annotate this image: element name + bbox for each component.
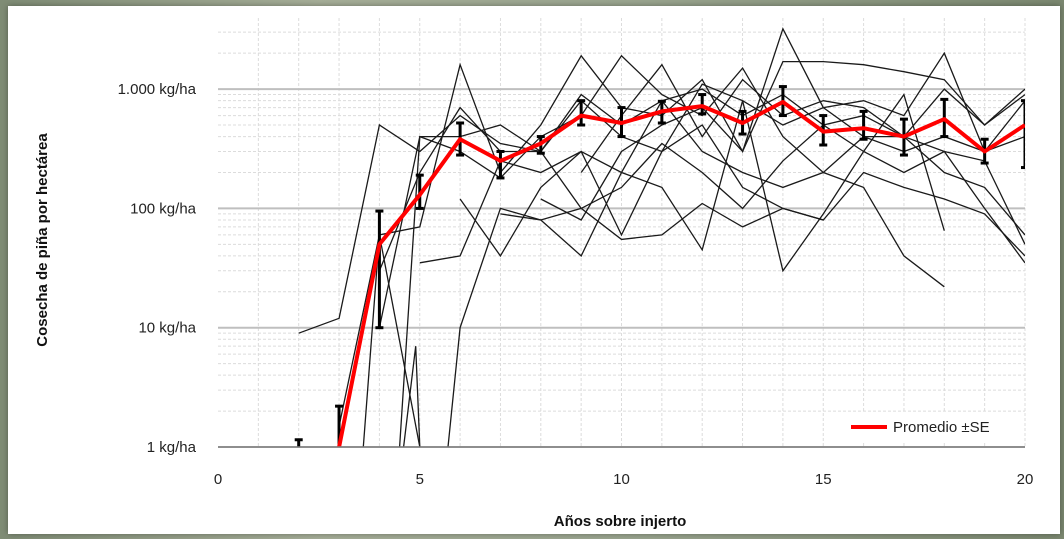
individual-series-line — [540, 60, 1025, 221]
x-tick-labels: 0 5 10 15 20 — [214, 471, 1034, 488]
individual-series-line — [398, 124, 1025, 447]
y-tick-labels: 1 kg/ha 10 kg/ha 100 kg/ha 1.000 kg/ha — [118, 81, 197, 456]
individual-series-line — [338, 27, 1025, 427]
y-tick-label: 100 kg/ha — [130, 200, 197, 217]
y-tick-label: 10 kg/ha — [138, 320, 196, 337]
individual-series-line — [447, 202, 824, 447]
mean-series — [336, 100, 1025, 447]
individual-series-line — [402, 346, 421, 447]
error-bars — [294, 85, 1025, 447]
y-tick-label: 1.000 kg/ha — [118, 81, 197, 98]
individual-series-line — [378, 54, 1025, 328]
individual-series-line — [580, 63, 1025, 245]
x-tick-label: 10 — [613, 471, 630, 488]
y-axis-title: Cosecha de piña por hectárea — [34, 133, 51, 347]
individual-series-line — [459, 99, 945, 288]
individual-series-line — [419, 124, 1025, 264]
individual-series-line — [378, 83, 1025, 272]
x-tick-label: 20 — [1017, 471, 1034, 488]
x-tick-label: 15 — [815, 471, 832, 488]
y-tick-label: 1 kg/ha — [147, 439, 197, 456]
individual-series-line — [500, 93, 945, 273]
x-tick-label: 0 — [214, 471, 222, 488]
x-axis-title: Años sobre injerto — [554, 513, 687, 530]
mean-series-line — [336, 100, 1025, 447]
minor-gridlines — [218, 18, 1026, 447]
x-tick-label: 5 — [416, 471, 424, 488]
legend-label-mean: Promedio ±SE — [893, 419, 990, 436]
legend: Promedio ±SE — [843, 412, 1019, 442]
